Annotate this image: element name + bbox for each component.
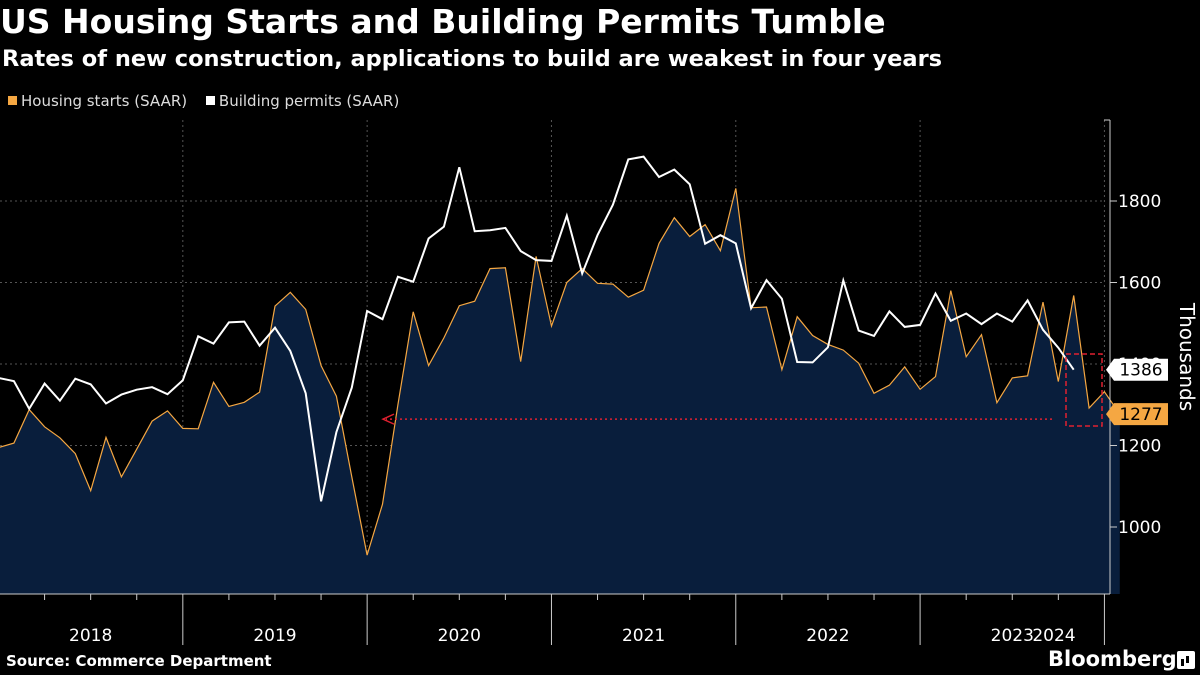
x-tick-label: 2020 — [438, 626, 481, 645]
x-tick-label: 2023 — [991, 626, 1034, 645]
permits-line — [0, 155, 1075, 502]
bloomberg-terminal-icon — [1177, 651, 1195, 669]
permits-last-value-label: 1386 — [1119, 361, 1162, 381]
starts-line — [0, 188, 1121, 556]
legend-swatch-permits — [205, 96, 215, 105]
legend-label-permits: Building permits (SAAR) — [218, 92, 400, 110]
x-tick-label: 2018 — [69, 626, 112, 645]
legend: Housing starts (SAAR) Building permits (… — [8, 92, 413, 110]
permits-last-flag — [1106, 358, 1168, 381]
y-tick-label: 1800 — [1118, 192, 1161, 212]
starts-last-flag — [1106, 403, 1168, 426]
legend-item-starts: Housing starts (SAAR) — [8, 92, 187, 110]
legend-swatch-starts — [8, 96, 17, 105]
x-tick-label: 2024 — [1032, 626, 1075, 645]
line-chart: 1000120014001600180020182019202020212022… — [0, 119, 1199, 645]
y-axis-title: Thousands — [1175, 302, 1199, 411]
y-tick-label: 1200 — [1118, 437, 1161, 457]
chart-title: US Housing Starts and Building Permits T… — [0, 2, 886, 41]
legend-label-starts: Housing starts (SAAR) — [21, 92, 188, 110]
highlight-box — [1065, 353, 1103, 427]
source-note: Source: Commerce Department — [6, 652, 272, 670]
chart-subtitle: Rates of new construction, applications … — [2, 46, 943, 72]
x-tick-label: 2019 — [253, 626, 296, 645]
brand-logo-text: Bloomberg — [1048, 647, 1177, 671]
x-tick-label: 2021 — [622, 626, 665, 645]
x-tick-label: 2022 — [806, 626, 849, 645]
starts-last-value-label: 1277 — [1119, 405, 1162, 425]
legend-item-permits: Building permits (SAAR) — [205, 92, 400, 110]
starts-area — [0, 188, 1120, 594]
y-tick-label: 1000 — [1118, 518, 1161, 538]
reference-arrow-head — [381, 413, 395, 425]
y-tick-label: 1600 — [1118, 274, 1161, 294]
